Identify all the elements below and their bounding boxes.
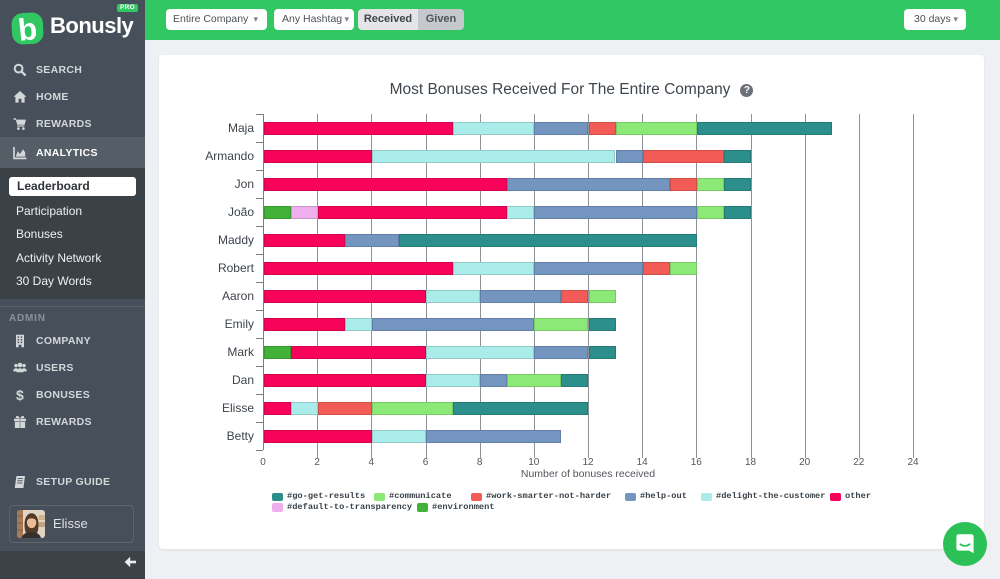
- svg-text:b: b: [16, 12, 38, 45]
